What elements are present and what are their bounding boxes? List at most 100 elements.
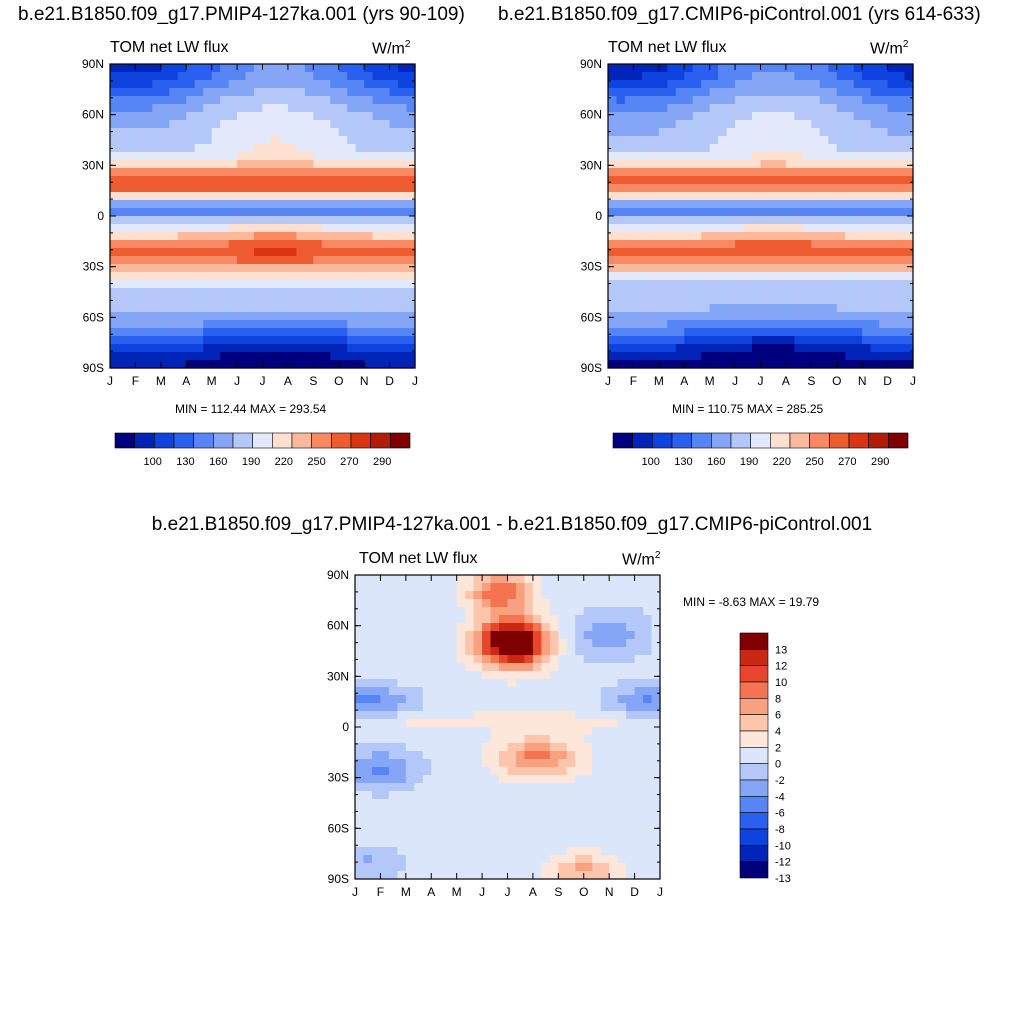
right-cell (752, 336, 762, 345)
left-cell (347, 112, 357, 121)
right-cell (616, 272, 626, 281)
diff-cell (626, 583, 636, 592)
left-cell (237, 272, 247, 281)
left-cell (126, 120, 137, 129)
diff-cell (405, 783, 415, 792)
right-cell (709, 96, 719, 105)
diff-cell (609, 639, 619, 648)
left-cell (152, 264, 162, 273)
right-cell (641, 144, 651, 153)
left-cell (389, 176, 399, 185)
right-cell (633, 72, 643, 81)
diff-cell (439, 791, 449, 800)
right-cell (870, 128, 880, 137)
left-cell (118, 320, 128, 329)
left-cell (203, 176, 213, 185)
left-colorbar: 100 130 160 190 220 250 270 290 (114, 432, 411, 468)
right-cell (624, 216, 635, 225)
diff-cell (532, 863, 542, 872)
right-cell (785, 248, 795, 257)
left-cell (110, 232, 120, 241)
diff-cell (541, 767, 551, 776)
left-cell (237, 304, 247, 313)
right-cell (633, 128, 643, 137)
diff-cell (549, 855, 559, 864)
right-cell (701, 64, 711, 73)
diff-cell (456, 767, 466, 776)
left-cell (372, 352, 382, 361)
right-cell (726, 144, 736, 153)
left-cell (381, 200, 391, 209)
diff-cell (617, 703, 627, 712)
diff-cell (583, 855, 593, 864)
right-cell (701, 144, 711, 153)
diff-cell (414, 863, 424, 872)
left-cell (143, 200, 153, 209)
left-cell (135, 184, 145, 193)
left-cell (330, 168, 340, 177)
left-cell (220, 336, 230, 345)
diff-cell (524, 607, 534, 616)
diff-cell (626, 719, 636, 728)
diff-cell (431, 751, 441, 760)
left-cell (313, 72, 323, 81)
diff-cell (558, 727, 568, 736)
left-colorbar-swatch (213, 432, 234, 449)
right-cell (726, 112, 736, 121)
right-cell (735, 216, 745, 225)
right-cell (726, 184, 736, 193)
right-cell (802, 360, 812, 369)
diff-cell (507, 767, 517, 776)
diff-cell (431, 623, 441, 632)
right-cell (887, 288, 897, 297)
diff-cell (371, 783, 382, 792)
right-cell (904, 200, 914, 209)
diff-cell (388, 655, 398, 664)
right-cell (718, 336, 728, 345)
right-cell (896, 216, 906, 225)
diff-cell (583, 591, 593, 600)
diff-cell (363, 679, 373, 688)
left-cell (296, 128, 306, 137)
right-cell (675, 264, 685, 273)
left-cell (143, 120, 153, 129)
left-cell (177, 312, 187, 321)
diff-cell (473, 743, 483, 752)
left-cell (126, 152, 137, 161)
left-cell (110, 144, 120, 153)
right-cell (802, 224, 812, 233)
right-cell (667, 208, 677, 217)
right-cell (819, 304, 829, 313)
left-cell (211, 216, 221, 225)
left-cell (321, 288, 331, 297)
right-cell (819, 328, 829, 337)
left-cell (177, 112, 187, 121)
right-cell (633, 160, 643, 169)
diff-cell (355, 767, 365, 776)
diff-cell (465, 655, 475, 664)
diff-cell (651, 607, 661, 616)
diff-cell (439, 671, 449, 680)
left-cell (143, 320, 153, 329)
right-cell (709, 168, 719, 177)
diff-cell (515, 631, 526, 640)
diff-cell (592, 743, 602, 752)
left-cell (126, 328, 137, 337)
right-cell (768, 232, 779, 241)
diff-cell (600, 623, 610, 632)
right-cell (641, 328, 651, 337)
left-cell (177, 104, 187, 113)
right-cell (633, 200, 643, 209)
left-cell (304, 104, 314, 113)
right-cell (862, 96, 872, 105)
right-cell (785, 320, 795, 329)
diff-colorbar-swatch (739, 763, 769, 781)
left-cell (228, 240, 238, 249)
right-cell (760, 320, 770, 329)
right-cell (794, 216, 804, 225)
right-cell (760, 160, 770, 169)
right-cell (777, 328, 787, 337)
left-cell (321, 104, 331, 113)
left-cell (254, 128, 264, 137)
right-stats: MIN = 110.75 MAX = 285.25 (672, 402, 824, 416)
